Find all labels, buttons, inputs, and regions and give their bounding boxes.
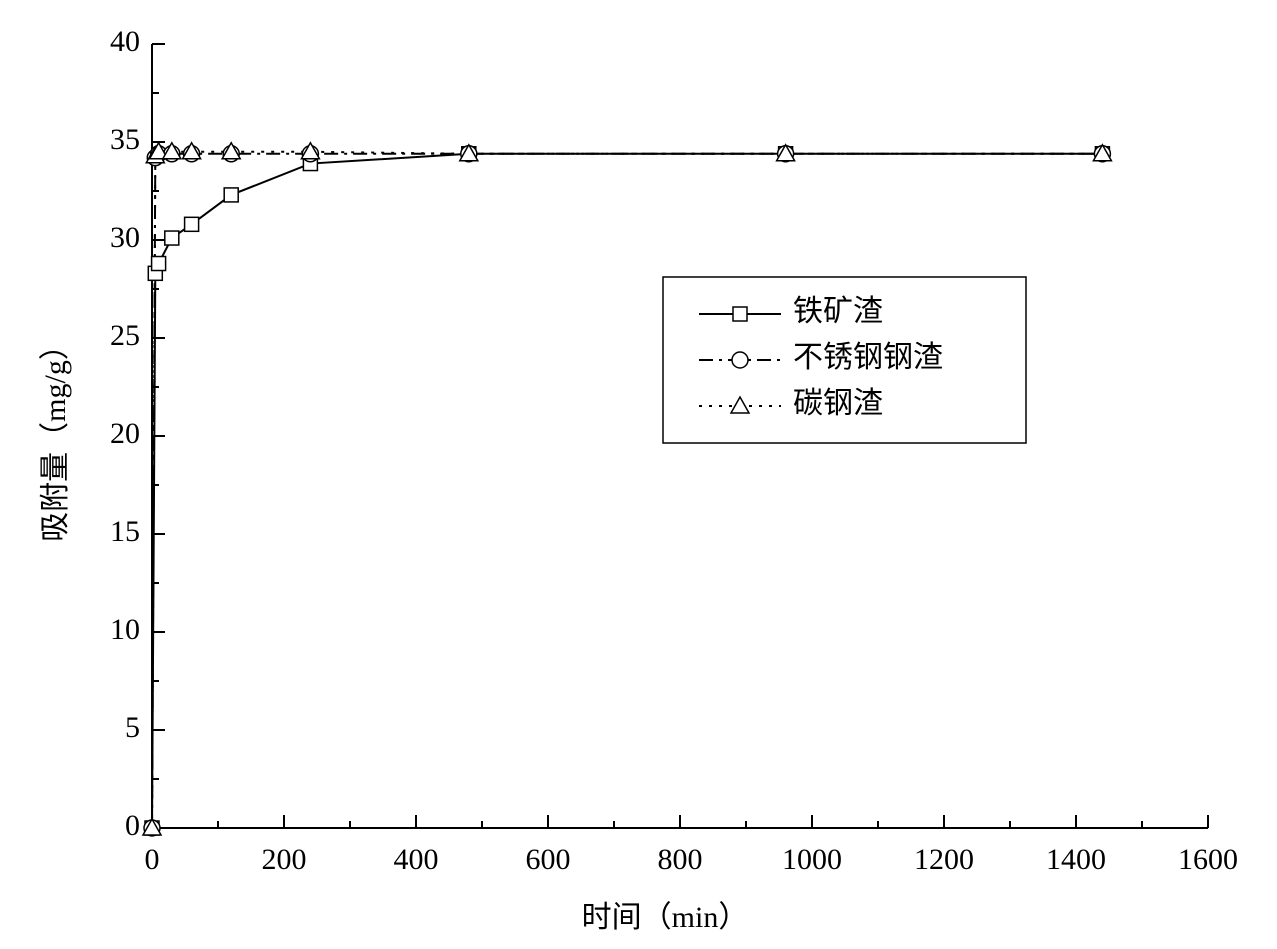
marker xyxy=(141,817,163,836)
legend-box xyxy=(662,276,1027,444)
y-tick-label: 10 xyxy=(110,613,140,646)
y-tick-label: 30 xyxy=(110,221,140,254)
y-tick-label: 5 xyxy=(125,711,140,744)
y-tick-label: 20 xyxy=(110,417,140,450)
marker xyxy=(458,143,480,162)
marker xyxy=(775,143,796,162)
x-tick-label: 1000 xyxy=(782,843,842,876)
marker xyxy=(731,351,749,369)
y-axis-label: 吸附量（mg/g） xyxy=(39,330,72,542)
marker xyxy=(161,141,183,160)
x-tick-label: 1200 xyxy=(914,843,974,876)
y-tick-label: 25 xyxy=(110,319,140,352)
x-tick-label: 1600 xyxy=(1178,843,1238,876)
series-line xyxy=(151,152,1103,829)
marker xyxy=(164,230,180,246)
marker xyxy=(148,141,169,160)
marker xyxy=(1092,143,1113,162)
legend-label: 不锈钢钢渣 xyxy=(793,341,943,374)
y-tick-label: 35 xyxy=(110,123,140,156)
marker xyxy=(150,255,167,272)
x-tick-label: 1400 xyxy=(1046,843,1106,876)
x-tick-label: 200 xyxy=(262,843,307,876)
legend-label: 铁矿渣 xyxy=(793,295,883,328)
marker xyxy=(729,395,751,414)
y-tick-label: 0 xyxy=(125,809,140,842)
x-tick-label: 0 xyxy=(145,843,160,876)
marker xyxy=(181,141,202,160)
y-tick-label: 15 xyxy=(110,515,140,548)
marker xyxy=(732,306,748,322)
x-axis-label: 时间（min） xyxy=(582,901,749,934)
legend-label: 碳钢渣 xyxy=(793,387,883,420)
y-tick-label: 40 xyxy=(110,25,140,58)
marker xyxy=(300,141,321,160)
x-tick-label: 800 xyxy=(658,843,703,876)
x-tick-label: 600 xyxy=(526,843,571,876)
series-line xyxy=(151,152,1103,829)
marker xyxy=(183,216,200,233)
marker xyxy=(223,187,239,203)
marker xyxy=(220,141,242,160)
x-tick-label: 400 xyxy=(394,843,439,876)
series-line xyxy=(151,150,1103,829)
